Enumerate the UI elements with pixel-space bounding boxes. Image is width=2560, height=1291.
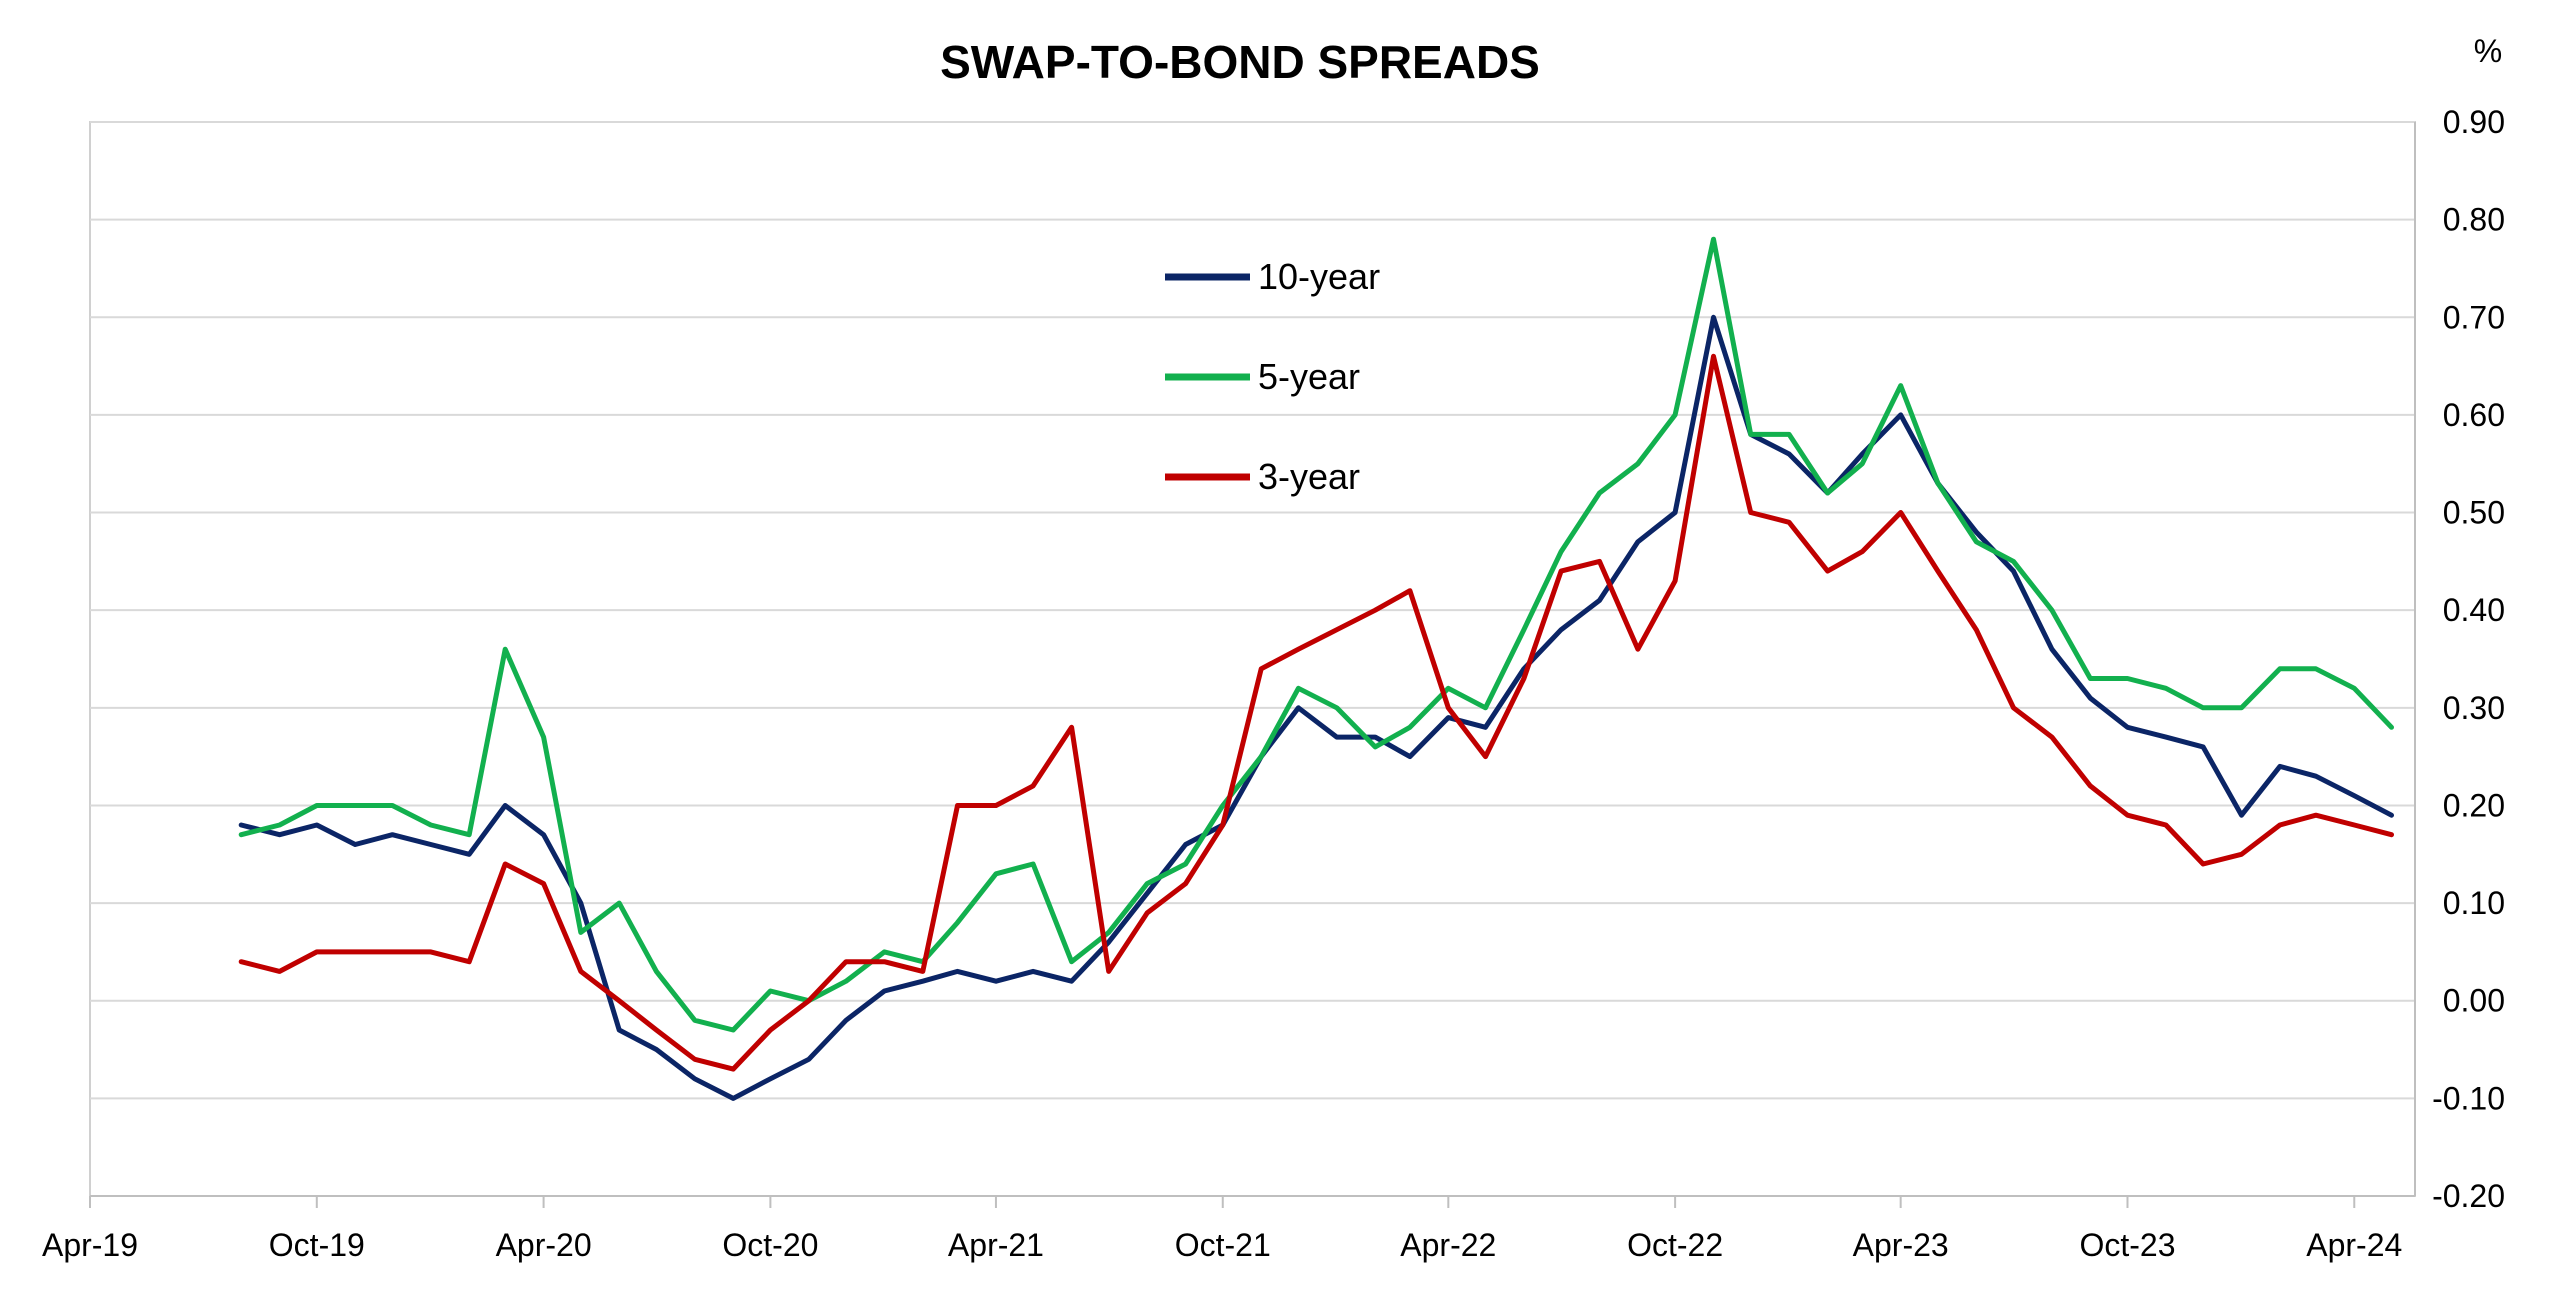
chart-title: SWAP-TO-BOND SPREADS: [940, 36, 1540, 88]
legend-label: 5-year: [1258, 356, 1360, 397]
y-tick-label: 0.90: [2443, 104, 2505, 140]
y-tick-label: 0.30: [2443, 690, 2505, 726]
series-line-10-year: [238, 314, 2394, 1101]
y-tick-label: 0.10: [2443, 885, 2505, 921]
grid-lines: [90, 121, 2415, 1197]
y-tick-label: -0.10: [2432, 1080, 2505, 1116]
legend-label: 3-year: [1258, 456, 1360, 497]
legend-label: 10-year: [1258, 256, 1380, 297]
y-tick-label: -0.20: [2432, 1178, 2505, 1214]
x-tick-label: Apr-20: [496, 1227, 592, 1263]
x-tick-label: Apr-23: [1853, 1227, 1949, 1263]
y-tick-label: 0.60: [2443, 397, 2505, 433]
y-tick-label: 0.50: [2443, 495, 2505, 531]
series-line-3-year: [238, 353, 2394, 1072]
plot-area-frame: [89, 121, 2416, 1197]
axes: [89, 122, 2416, 1208]
x-tick-label: Apr-24: [2306, 1227, 2402, 1263]
x-tick-label: Oct-21: [1175, 1227, 1271, 1263]
series-lines: [238, 236, 2394, 1101]
x-tick-labels: Apr-19 Oct-19 Apr-20 Oct-20 Apr-21 Oct-21 Apr-…: [42, 1227, 2402, 1263]
series-line-5-year: [238, 236, 2394, 1033]
y-tick-label: 0.70: [2443, 299, 2505, 335]
y-tick-label: 0.40: [2443, 592, 2505, 628]
x-tick-label: Apr-19: [42, 1227, 138, 1263]
x-tick-label: Apr-22: [1400, 1227, 1496, 1263]
y-tick-label: 0.20: [2443, 787, 2505, 823]
y-tick-label: 0.80: [2443, 202, 2505, 238]
legend: 10-year 5-year 3-year: [1165, 256, 1380, 497]
y-tick-labels: 0.90 0.80 0.70 0.60 0.50 0.40 0.30 0.20 0.10 0.00…: [2432, 104, 2505, 1214]
x-tick-label: Oct-19: [269, 1227, 365, 1263]
x-tick-label: Oct-22: [1627, 1227, 1723, 1263]
unit-label: %: [2474, 33, 2502, 69]
y-tick-label: 0.00: [2443, 983, 2505, 1019]
x-tick-label: Oct-23: [2079, 1227, 2175, 1263]
x-tick-label: Oct-20: [722, 1227, 818, 1263]
x-tick-label: Apr-21: [948, 1227, 1044, 1263]
